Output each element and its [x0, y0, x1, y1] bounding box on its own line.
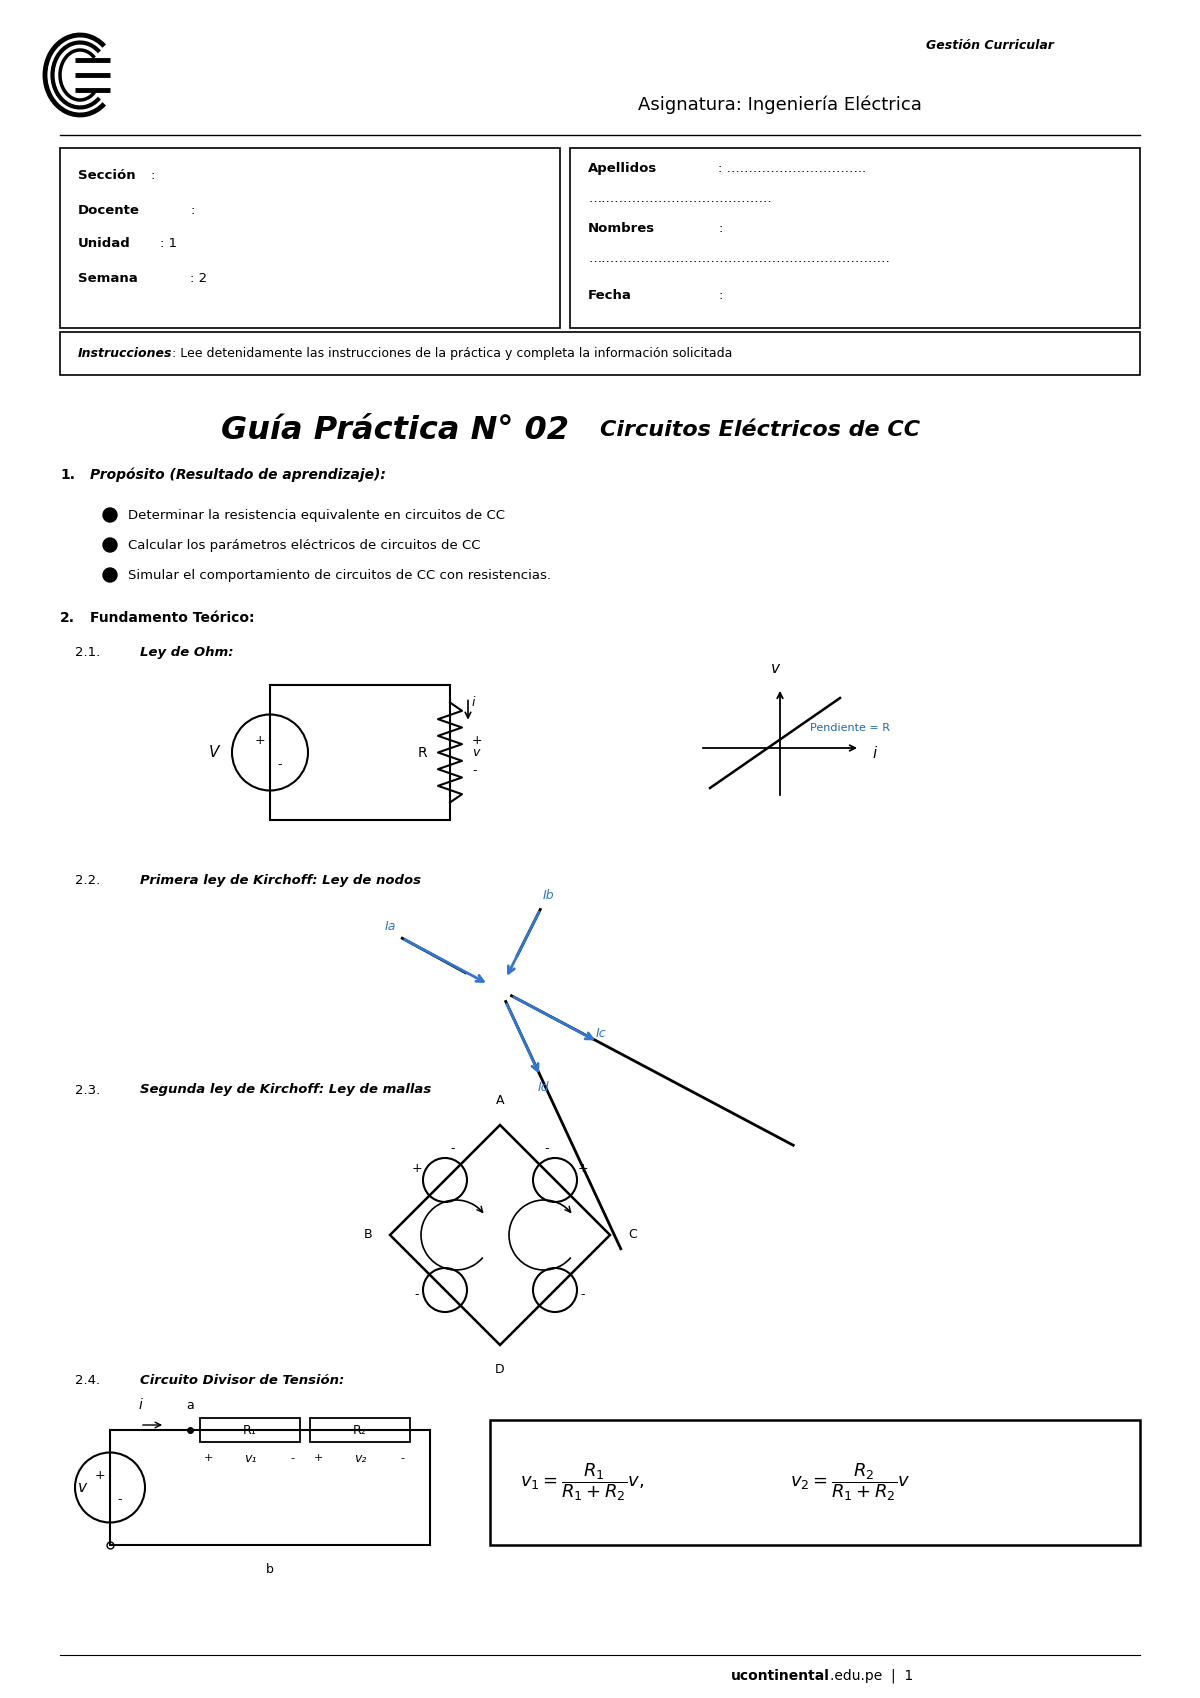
Text: V: V	[209, 745, 220, 761]
Text: Docente: Docente	[78, 204, 140, 217]
Text: Simular el comportamiento de circuitos de CC con resistencias.: Simular el comportamiento de circuitos d…	[128, 569, 551, 581]
Text: v₂: v₂	[354, 1452, 366, 1464]
Circle shape	[103, 538, 118, 552]
Text: +: +	[313, 1453, 323, 1464]
Text: Fecha: Fecha	[588, 289, 632, 302]
Text: Asignatura: Ingeniería Eléctrica: Asignatura: Ingeniería Eléctrica	[638, 95, 922, 114]
Text: 1.: 1.	[60, 469, 74, 482]
Text: i: i	[872, 745, 876, 761]
FancyBboxPatch shape	[60, 148, 560, 328]
Text: Id: Id	[538, 1082, 550, 1094]
Text: .edu.pe  |  1: .edu.pe | 1	[830, 1669, 913, 1683]
Circle shape	[103, 508, 118, 521]
Text: +: +	[254, 734, 265, 747]
Text: :: :	[718, 221, 722, 234]
Text: Segunda ley de Kirchoff: Ley de mallas: Segunda ley de Kirchoff: Ley de mallas	[140, 1083, 431, 1097]
Text: : 1: : 1	[160, 236, 178, 250]
Text: $v_2 = \dfrac{R_2}{R_1 + R_2}v$: $v_2 = \dfrac{R_2}{R_1 + R_2}v$	[790, 1462, 911, 1503]
Text: ……………………………………: ……………………………………	[588, 192, 772, 204]
FancyBboxPatch shape	[60, 333, 1140, 375]
Text: Fundamento Teórico:: Fundamento Teórico:	[90, 611, 254, 625]
Text: -: -	[545, 1143, 550, 1155]
Text: 2.: 2.	[60, 611, 74, 625]
Text: +: +	[577, 1161, 588, 1175]
FancyBboxPatch shape	[310, 1418, 410, 1442]
FancyBboxPatch shape	[200, 1418, 300, 1442]
Text: C: C	[628, 1228, 637, 1241]
Text: Apellidos: Apellidos	[588, 161, 658, 175]
Text: R: R	[418, 745, 427, 759]
Text: -: -	[581, 1289, 586, 1301]
FancyBboxPatch shape	[570, 148, 1140, 328]
Text: +: +	[95, 1469, 106, 1482]
Text: v: v	[770, 661, 780, 676]
Text: B: B	[364, 1228, 372, 1241]
Text: $v_1 = \dfrac{R_1}{R_1 + R_2}v,$: $v_1 = \dfrac{R_1}{R_1 + R_2}v,$	[520, 1462, 644, 1503]
Text: i: i	[138, 1397, 142, 1413]
Text: v₁: v₁	[244, 1452, 256, 1464]
Text: -: -	[118, 1493, 122, 1506]
Text: D: D	[496, 1363, 505, 1375]
FancyBboxPatch shape	[490, 1420, 1140, 1545]
Text: Circuito Divisor de Tensión:: Circuito Divisor de Tensión:	[140, 1374, 344, 1387]
Text: : Lee detenidamente las instrucciones de la práctica y completa la información s: : Lee detenidamente las instrucciones de…	[172, 346, 732, 360]
Text: v: v	[78, 1481, 86, 1494]
Text: a: a	[186, 1399, 194, 1413]
Text: Nombres: Nombres	[588, 221, 655, 234]
Text: ……………………………………………………………: ……………………………………………………………	[588, 251, 890, 265]
Text: Propósito (Resultado de aprendizaje):: Propósito (Resultado de aprendizaje):	[90, 467, 386, 482]
Text: 2.2.: 2.2.	[74, 873, 101, 886]
Text: Gestión Curricular: Gestión Curricular	[926, 39, 1054, 51]
Text: Ia: Ia	[385, 920, 396, 934]
Text: b: b	[266, 1562, 274, 1576]
Text: 2.3.: 2.3.	[74, 1083, 101, 1097]
Text: 2.1.: 2.1.	[74, 645, 101, 659]
Text: Primera ley de Kirchoff: Ley de nodos: Primera ley de Kirchoff: Ley de nodos	[140, 873, 421, 886]
Text: +: +	[412, 1161, 422, 1175]
Text: Guía Práctica N° 02: Guía Práctica N° 02	[221, 414, 569, 445]
Text: R₂: R₂	[353, 1423, 367, 1437]
Text: Ic: Ic	[596, 1027, 606, 1041]
Text: :: :	[150, 168, 155, 182]
Text: Semana: Semana	[78, 272, 138, 285]
Text: R₁: R₁	[244, 1423, 257, 1437]
Text: Ley de Ohm:: Ley de Ohm:	[140, 645, 234, 659]
Text: -: -	[277, 757, 282, 771]
Text: -: -	[415, 1289, 419, 1301]
Text: v: v	[472, 745, 479, 759]
Text: :: :	[190, 204, 194, 217]
Text: Unidad: Unidad	[78, 236, 131, 250]
Text: : 2: : 2	[190, 272, 208, 285]
Text: +: +	[472, 734, 482, 747]
Circle shape	[103, 569, 118, 582]
Text: Instrucciones: Instrucciones	[78, 346, 173, 360]
Text: :: :	[718, 289, 722, 302]
Text: Sección: Sección	[78, 168, 136, 182]
Text: -: -	[451, 1143, 455, 1155]
Text: 2.4.: 2.4.	[74, 1374, 100, 1387]
Text: Circuitos Eléctricos de CC: Circuitos Eléctricos de CC	[600, 419, 920, 440]
Text: Calcular los parámetros eléctricos de circuitos de CC: Calcular los parámetros eléctricos de ci…	[128, 538, 480, 552]
Text: ucontinental: ucontinental	[731, 1669, 830, 1683]
Text: Ib: Ib	[542, 890, 554, 902]
Text: i: i	[472, 696, 475, 710]
Text: +: +	[203, 1453, 212, 1464]
Text: : …………………………..: : …………………………..	[718, 161, 866, 175]
Text: Determinar la resistencia equivalente en circuitos de CC: Determinar la resistencia equivalente en…	[128, 508, 505, 521]
Text: -: -	[472, 764, 476, 778]
Text: -: -	[290, 1453, 294, 1464]
Text: A: A	[496, 1094, 504, 1107]
Text: -: -	[400, 1453, 404, 1464]
Text: Pendiente = R: Pendiente = R	[810, 723, 890, 734]
